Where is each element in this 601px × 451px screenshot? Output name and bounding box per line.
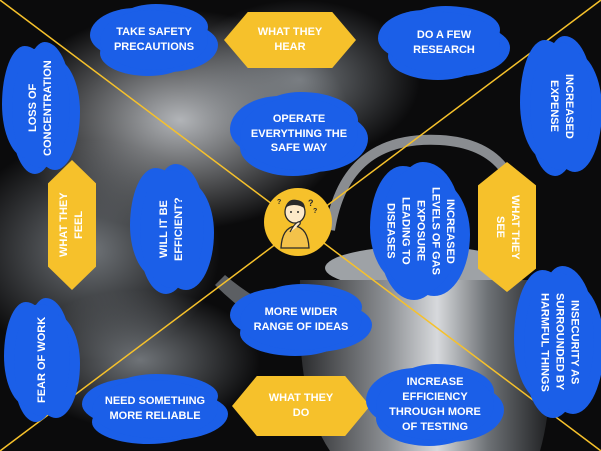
note-increase-efficiency: INCREASE EFFICIENCY THROUGH MORE OF TEST… [376,370,494,440]
note-text: NEED SOMETHING MORE RELIABLE [104,395,206,422]
svg-text:?: ? [308,198,314,208]
label-what-they-see-text: WHAT THEY SEE [494,194,521,260]
note-text: DO A FEW RESEARCH [413,29,475,56]
thinking-person-icon: ? ? ? [277,198,317,249]
note-fear-of-work: FEAR OF WORK [14,304,70,416]
note-text: INSECURITY AS SURROUNDED BY HARMFUL THIN… [538,292,581,392]
label-what-they-hear-text: WHAT THEY HEAR [257,26,323,53]
note-gas-exposure: INCREASED LEVELS OF GAS EXPOSURE LEADING… [380,168,460,294]
note-text: MORE WIDER RANGE OF IDEAS [253,306,349,333]
note-insecurity: INSECURITY AS SURROUNDED BY HARMFUL THIN… [524,272,594,412]
label-what-they-do-text: WHAT THEY DO [268,392,334,419]
label-what-they-do: WHAT THEY DO [232,376,370,436]
note-do-research: DO A FEW RESEARCH [388,12,500,74]
label-what-they-feel-text: WHAT THEY FEEL [58,192,85,258]
note-text: FEAR OF WORK [35,316,48,404]
note-text: INCREASED LEVELS OF GAS EXPOSURE LEADING… [384,186,457,275]
note-text: INCREASE EFFICIENCY THROUGH MORE OF TEST… [389,376,481,433]
note-text: LOSS OF CONCENTRATION [27,60,54,156]
note-increased-expense: INCREASED EXPENSE [530,42,592,170]
note-need-more-reliable: NEED SOMETHING MORE RELIABLE [92,380,218,438]
label-what-they-hear: WHAT THEY HEAR [224,12,356,68]
label-what-they-see: WHAT THEY SEE [478,162,536,292]
note-text: INCREASED EXPENSE [548,73,575,139]
note-wider-range-of-ideas: MORE WIDER RANGE OF IDEAS [240,290,362,350]
note-text: OPERATE EVERYTHING THE SAFE WAY [250,112,348,155]
note-take-safety-precautions: TAKE SAFETY PRECAUTIONS [100,10,208,70]
svg-text:?: ? [313,208,317,215]
note-loss-of-concentration: LOSS OF CONCENTRATION [12,48,70,168]
note-text: TAKE SAFETY PRECAUTIONS [113,26,195,53]
svg-text:?: ? [277,199,281,206]
label-what-they-feel: WHAT THEY FEEL [48,160,96,290]
note-text: WILL IT BE EFFICIENT? [158,197,185,261]
note-operate-safe-way: OPERATE EVERYTHING THE SAFE WAY [240,98,358,170]
center-persona-circle: ? ? ? [264,188,332,256]
note-will-it-be-efficient: WILL IT BE EFFICIENT? [140,170,204,288]
